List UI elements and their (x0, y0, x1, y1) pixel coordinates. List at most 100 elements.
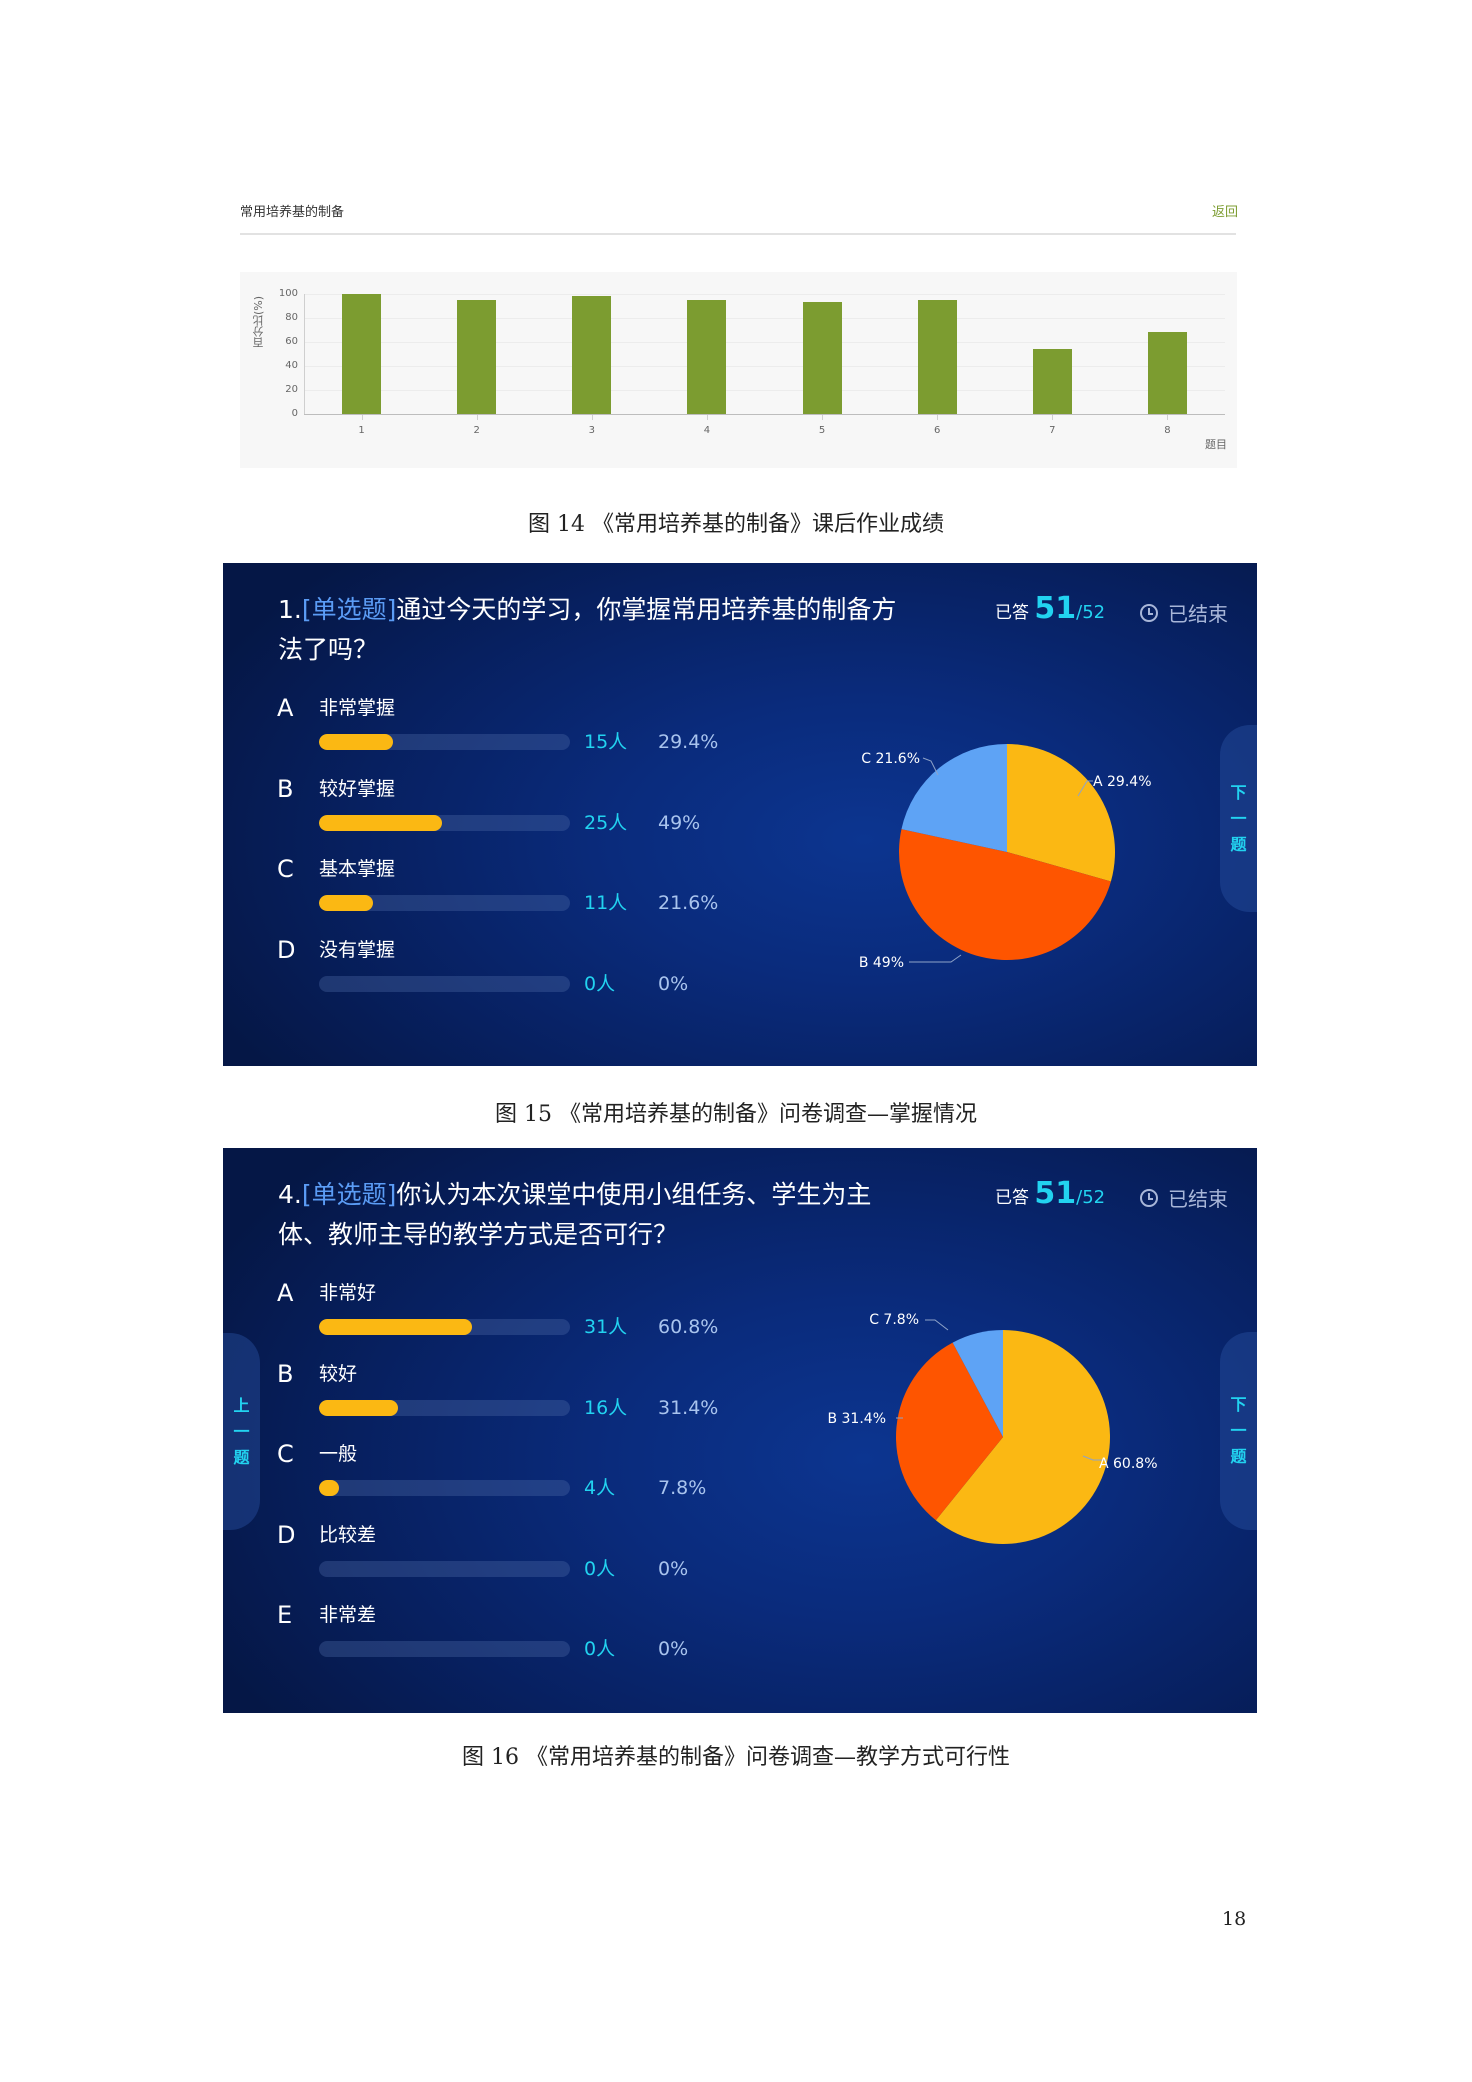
option-label: 没有掌握 (319, 938, 396, 961)
clock-icon (1140, 603, 1158, 622)
pie-label-leader (1082, 1455, 1107, 1461)
pie-label-A: A 29.4% (1093, 774, 1152, 790)
option-label: 一般 (319, 1443, 358, 1465)
answered-label: 已答 (995, 603, 1029, 623)
option-count: 25人 (584, 811, 628, 834)
bar-question-4 (687, 300, 727, 414)
option-letter: C (277, 1440, 294, 1468)
option-progress-fill (319, 1480, 339, 1496)
ended-label: 已结束 (1168, 602, 1228, 626)
header-divider (240, 233, 1236, 235)
x-tick-mark (937, 415, 939, 420)
pie-label-A: A 60.8% (1099, 1456, 1158, 1472)
next-question-button[interactable]: 下一题 (1220, 725, 1257, 912)
y-tick-label: 60 (285, 336, 298, 347)
bar-question-3 (572, 296, 612, 414)
option-progress-fill (319, 814, 442, 831)
option-progress-track (319, 1319, 570, 1335)
x-tick-mark (706, 415, 708, 420)
pie-label-leader (925, 1319, 949, 1331)
option-progress-fill (319, 1399, 398, 1416)
answer-pie-chart: A 60.8% B 31.4% C 7.8% (827, 1312, 1158, 1544)
option-count: 0人 (584, 972, 616, 995)
option-percent: 29.4% (658, 731, 719, 753)
pie-slice-B (896, 1342, 1003, 1521)
option-label: 较好掌握 (319, 777, 396, 800)
question-body: 通过今天的学习，你掌握常用培养基的制备方法了吗？ (278, 595, 897, 664)
option-progress-fill (319, 895, 374, 911)
y-tick-label: 20 (285, 384, 298, 395)
option-count: 0人 (584, 1638, 616, 1660)
x-tick-mark (1052, 415, 1054, 420)
option-percent: 49% (658, 811, 701, 834)
grid-line (304, 390, 1225, 391)
option-letter: A (277, 1279, 294, 1307)
option-label: 非常好 (319, 1282, 377, 1304)
option-progress-track (319, 1399, 570, 1416)
page-number: 18 (1222, 1908, 1247, 1930)
pie-label-B: B 49% (859, 955, 904, 971)
nav-tab-char: 题 (1230, 834, 1247, 854)
option-label: 非常差 (319, 1604, 377, 1626)
bar-question-6 (917, 300, 957, 414)
ended-label: 已结束 (1168, 1187, 1228, 1211)
answered-status: 已答 51/52 (995, 1176, 1105, 1211)
x-tick-label: 6 (934, 425, 941, 436)
course-title: 常用培养基的制备 (240, 205, 345, 220)
question-type: [单选题] (301, 595, 397, 624)
pie-slice-C (901, 744, 1007, 852)
option-progress-fill (319, 734, 393, 750)
pie-label-leader (1077, 780, 1093, 797)
answered-count: 51 (1034, 591, 1077, 626)
pie-label-B: B 31.4% (827, 1411, 886, 1427)
option-letter: D (277, 1520, 296, 1549)
pie-label-C: C 21.6% (861, 751, 920, 767)
bar-question-1 (342, 294, 382, 414)
figure-15-caption: 图 15 《常用培养基的制备》问卷调查—掌握情况 (495, 1102, 977, 1127)
answered-label: 已答 (995, 1188, 1029, 1208)
x-axis-line (304, 414, 1225, 415)
option-label: 非常掌握 (319, 697, 396, 719)
grid-line (304, 366, 1225, 367)
previous-question-button[interactable]: 上一题 (223, 1333, 260, 1530)
x-tick-mark (591, 415, 593, 420)
homework-bar-chart (240, 272, 1237, 468)
pie-slice-A (1007, 744, 1115, 882)
x-tick-label: 1 (358, 425, 365, 436)
option-percent: 7.8% (658, 1477, 707, 1499)
option-percent: 21.6% (658, 892, 719, 914)
bar-question-5 (802, 302, 842, 414)
question-type: [单选题] (301, 1180, 397, 1209)
question-body: 你认为本次课堂中使用小组任务、学生为主体、教师主导的教学方式是否可行？ (278, 1180, 872, 1249)
quiz-panel-2: 4.[单选题]你认为本次课堂中使用小组任务、学生为主体、教师主导的教学方式是否可… (223, 1148, 1257, 1713)
grid-line (304, 294, 1225, 295)
nav-tab-char: 题 (1230, 1447, 1247, 1466)
answer-pie-chart: A 29.4% B 49% C 21.6% (859, 744, 1152, 971)
nav-tab-char: 题 (233, 1447, 250, 1467)
clock-icon (1140, 1188, 1158, 1207)
option-progress-track (319, 975, 570, 992)
x-tick-label: 4 (703, 425, 711, 436)
nav-tab-char: 一 (1230, 1421, 1247, 1440)
x-tick-label: 3 (588, 425, 595, 436)
pie-label-leader (909, 954, 962, 963)
y-tick-label: 40 (285, 360, 298, 371)
question-number: 1. (278, 595, 302, 624)
option-progress-track (319, 1641, 570, 1657)
nav-tab-char: 下 (1230, 1395, 1247, 1414)
x-tick-label: 8 (1164, 425, 1171, 436)
option-letter: C (277, 855, 294, 883)
nav-tab-char: 一 (233, 1421, 250, 1441)
grid-line (304, 318, 1225, 319)
option-progress-fill (319, 1319, 472, 1335)
bar-question-2 (457, 300, 497, 414)
nav-tab-char: 上 (233, 1395, 250, 1415)
option-count: 16人 (584, 1396, 628, 1419)
back-link[interactable]: 返回 (1212, 205, 1239, 220)
next-question-button[interactable]: 下一题 (1220, 1332, 1257, 1530)
ended-status: 已结束 (1140, 1183, 1228, 1212)
bar-question-7 (1032, 349, 1072, 414)
option-letter: B (277, 774, 294, 803)
answered-total: /52 (1076, 1187, 1106, 1208)
nav-tab-char: 一 (1230, 808, 1247, 828)
